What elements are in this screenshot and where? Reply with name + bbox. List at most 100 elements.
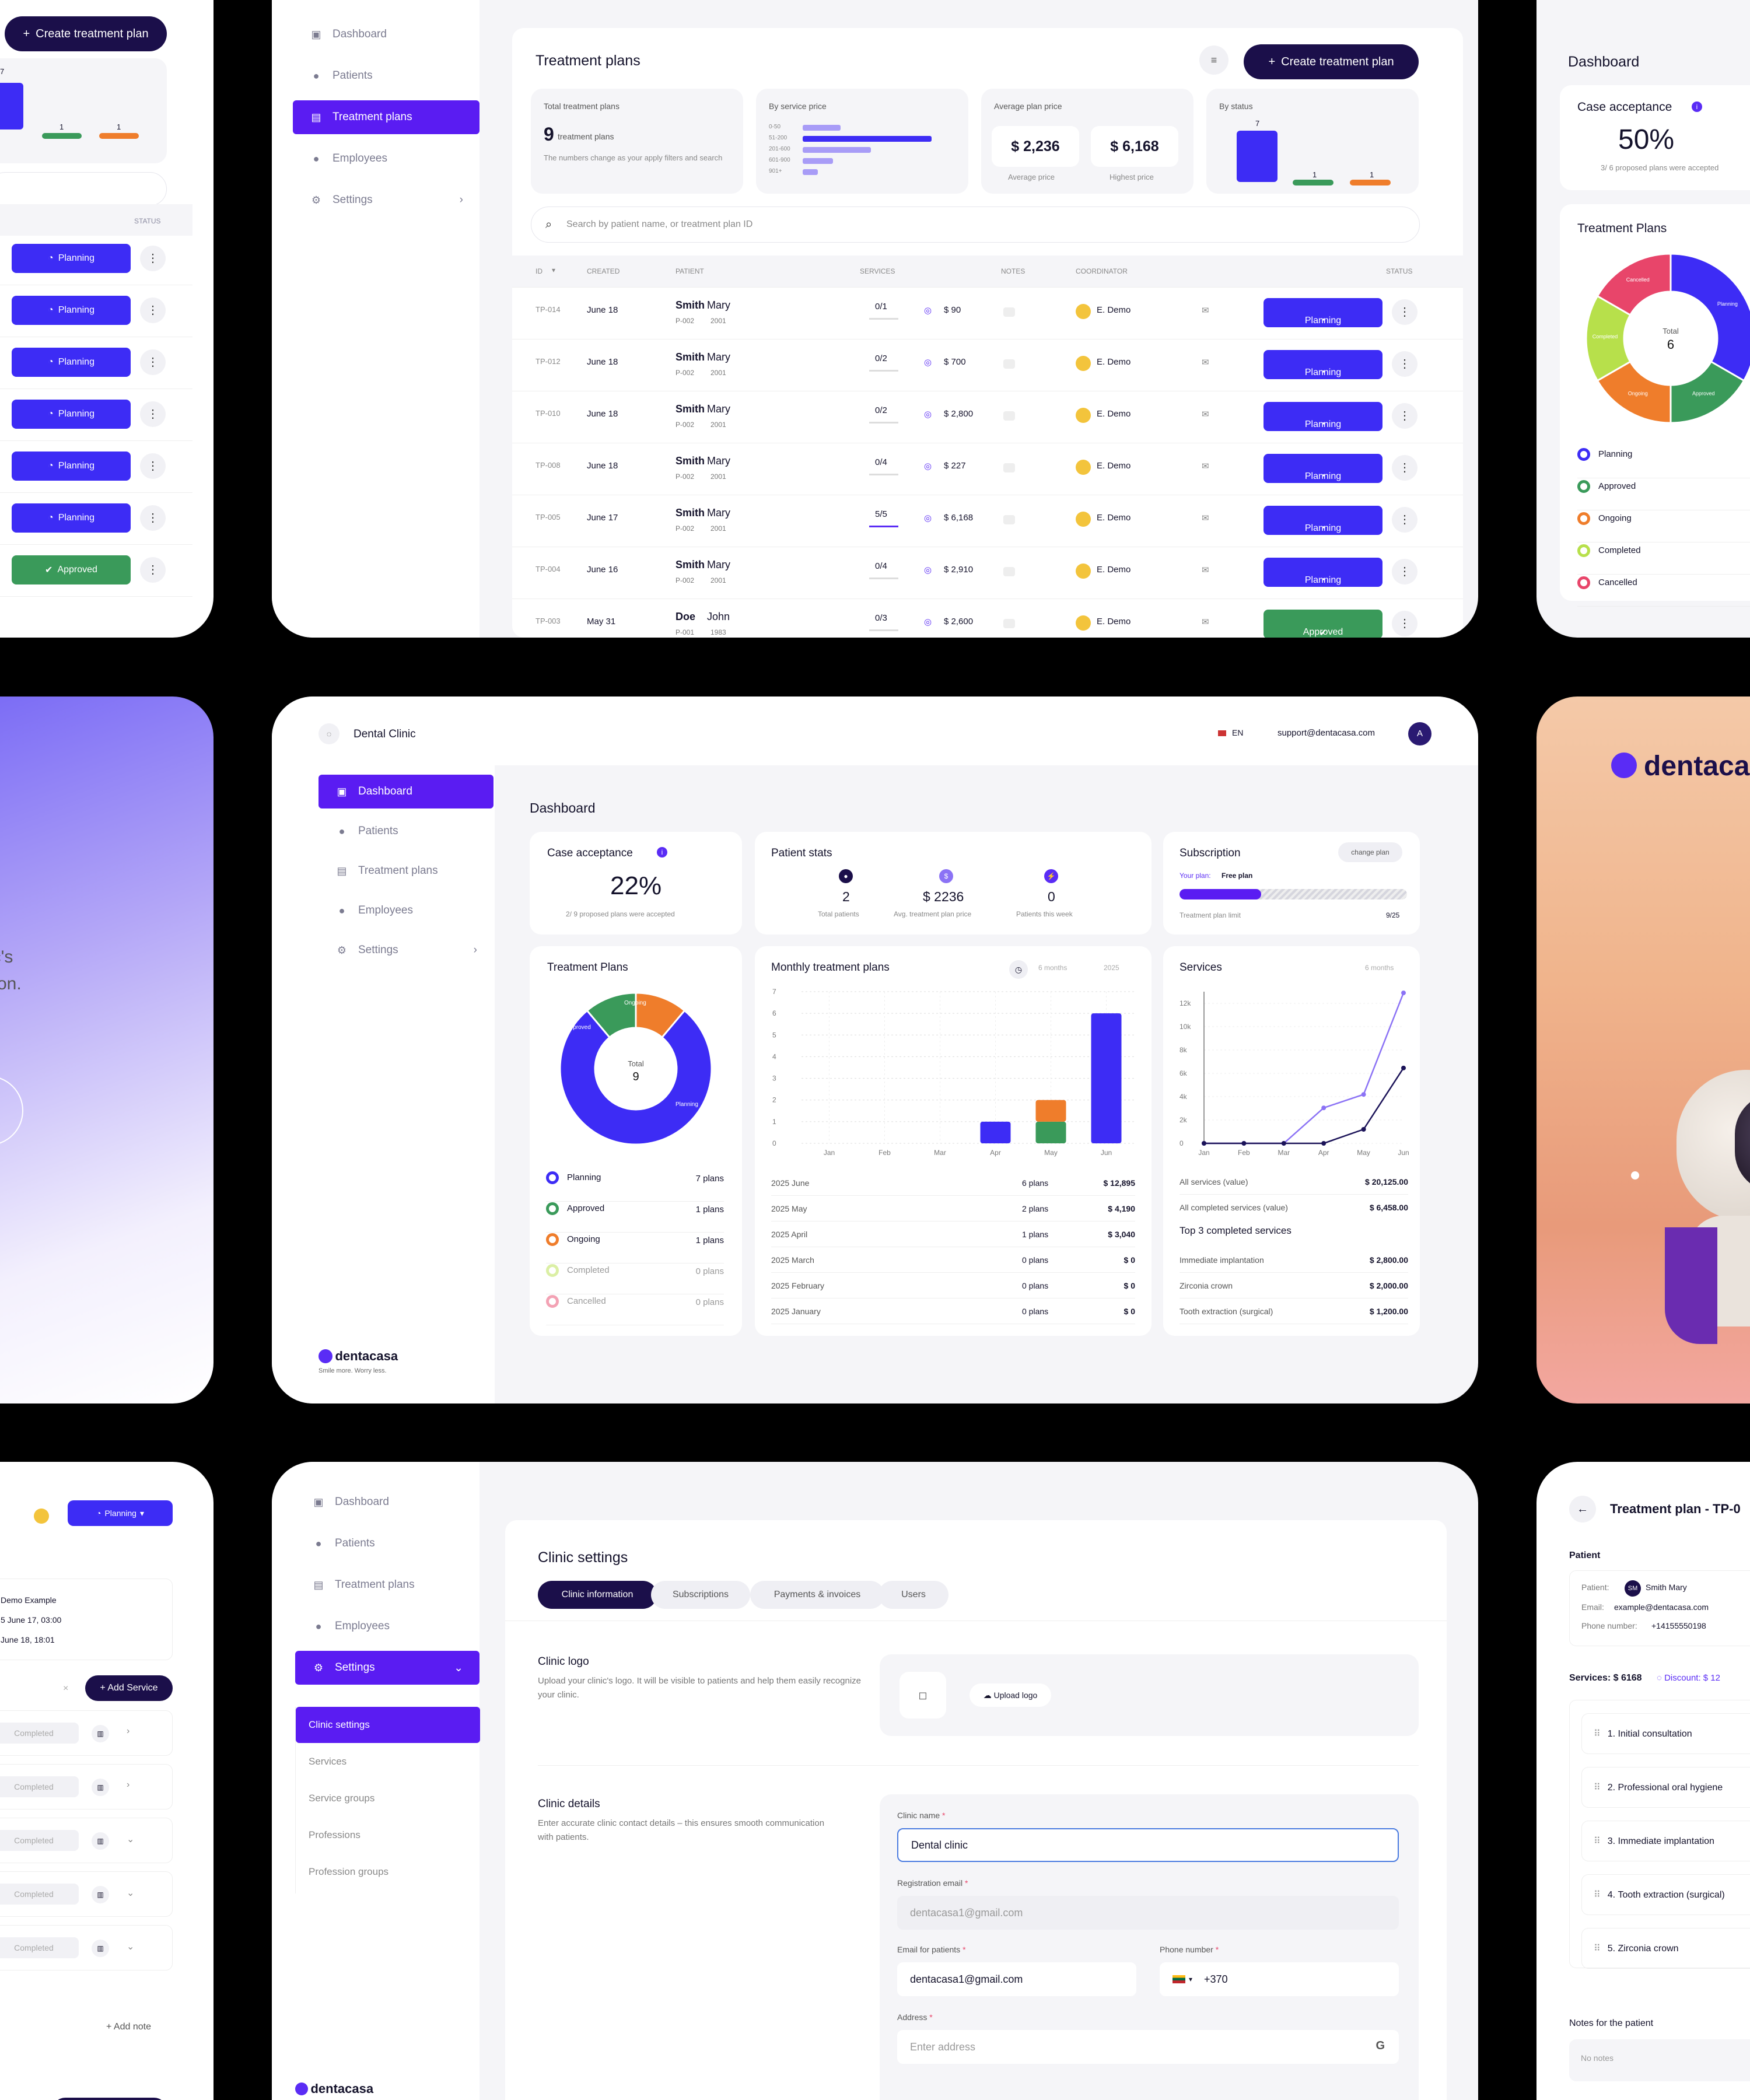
status-badge[interactable]: ◔ Planning [1264,454,1382,483]
trash-icon[interactable]: ▥ [92,1725,109,1742]
chevron-down-icon[interactable]: ▾ [552,266,556,274]
chevron-right-icon[interactable]: › [127,1780,130,1790]
drag-handle-icon[interactable]: ⠿ [1594,1944,1601,1954]
status-badge[interactable]: ◔ Planning [12,452,131,481]
table-row[interactable]: TP-003 May 31 Doe John P-001 1983 0/3 ◎ $ 2,600 E… [512,598,1463,638]
status-badge[interactable]: ✔ Approved [1264,610,1382,638]
clinic-name-input[interactable]: Dental clinic [897,1828,1399,1862]
more-options-icon[interactable]: ⋮ [140,557,166,583]
notes-icon[interactable] [1003,463,1015,473]
more-options-icon[interactable]: ⋮ [140,505,166,531]
tab-payments-invoices[interactable]: Payments & invoices [750,1581,884,1609]
sidebar-item-dashboard[interactable]: ▣ Dashboard [311,28,387,40]
sidebar-item-dashboard[interactable]: ▣ Dashboard [318,775,494,808]
phone-input[interactable]: ▾ +370 [1160,1962,1399,1996]
carousel-dot[interactable] [1631,1171,1639,1180]
drag-handle-icon[interactable]: ⠿ [1594,1729,1601,1739]
sidebar-item-treatment-plans[interactable]: ▤ Treatment plans [337,864,438,877]
notes-icon[interactable] [1003,307,1015,317]
table-row[interactable]: TP-012 June 18 Smith Mary P-002 2001 0/2 ◎ $ 700… [512,339,1463,391]
status-badge[interactable]: ✔ Approved [12,555,131,584]
close-icon[interactable]: × [63,1684,69,1693]
chevron-right-icon[interactable]: › [127,1726,130,1736]
service-row[interactable]: Completed ▥ ⌄ [0,1818,173,1863]
service-row[interactable]: Completed ▥ › [0,1710,173,1756]
status-badge[interactable]: ◔ Planning [12,400,131,429]
filter-6-months[interactable]: 6 months [1038,964,1068,972]
status-badge[interactable]: Completed [0,1830,79,1851]
status-badge[interactable]: ◔ Planning [12,348,131,377]
tab-subscriptions[interactable]: Subscriptions [651,1581,750,1609]
avatar[interactable]: A [1408,722,1432,746]
create-plan-button[interactable]: + Create treatment plan [5,16,167,51]
more-options-icon[interactable]: ⋮ [140,246,166,271]
back-arrow-icon[interactable]: ← [1569,1496,1596,1522]
chevron-down-icon[interactable]: ⌄ [127,1835,135,1845]
status-badge[interactable]: Completed [0,1776,79,1797]
tab-users[interactable]: Users [878,1581,949,1609]
status-dropdown[interactable]: ◔ Planning ▾ [68,1500,173,1526]
sidebar-item-settings[interactable]: ⚙ Settings ⌄ [295,1651,480,1685]
sidebar-item-patients[interactable]: ● Patients [318,814,494,848]
notes-icon[interactable] [1003,515,1015,524]
add-note-link[interactable]: + Add note [106,2022,151,2032]
more-options-icon[interactable]: ⋮ [1392,507,1418,533]
status-badge[interactable]: Completed [0,1723,79,1744]
chevron-down-icon[interactable]: ▾ [1189,1975,1193,1983]
sidebar-item-employees[interactable]: ● Employees [318,894,494,928]
status-badge[interactable]: Completed [0,1884,79,1905]
message-icon[interactable]: ✉ [1202,306,1209,316]
notes-icon[interactable] [1003,619,1015,628]
chevron-down-icon[interactable]: ⌄ [127,1888,135,1898]
more-options-icon[interactable]: ⋮ [1392,559,1418,584]
message-icon[interactable]: ✉ [1202,358,1209,368]
sidebar-item-settings[interactable]: ⚙ Settings › [311,194,463,206]
sidebar-item-settings[interactable]: ⚙ Settings › [337,944,477,956]
change-plan-button[interactable]: change plan [1338,842,1402,862]
message-icon[interactable]: ✉ [1202,617,1209,627]
circle-button[interactable] [0,1076,23,1146]
service-item[interactable]: ⠿ 2. Professional oral hygiene [1581,1767,1750,1808]
submenu-item-professions[interactable]: Professions [309,1829,360,1840]
more-options-icon[interactable]: ⋮ [1392,455,1418,481]
submenu-item-services[interactable]: Services [309,1756,347,1767]
service-item[interactable]: ⠿ 3. Immediate implantation [1581,1821,1750,1861]
filter-icon[interactable]: ≡ [1199,46,1228,75]
submenu-item-service-groups[interactable]: Service groups [309,1793,375,1804]
more-options-icon[interactable]: ⋮ [1392,611,1418,636]
sidebar-item-employees[interactable]: ● Employees [295,1609,480,1643]
service-item[interactable]: ⠿ 5. Zirconia crown [1581,1928,1750,1969]
drag-handle-icon[interactable]: ⠿ [1594,1890,1601,1900]
sidebar-item-patients[interactable]: ● Patients [295,1527,480,1560]
status-badge[interactable]: ◔ Planning [1264,506,1382,535]
search-input[interactable]: ⌕ Search by patient name, or treatment p… [531,206,1420,243]
submenu-item-clinic-settings[interactable]: Clinic settings [296,1707,480,1743]
service-row[interactable]: Completed ▥ ⌄ [0,1925,173,1971]
trash-icon[interactable]: ▥ [92,1940,109,1957]
upload-logo-button[interactable]: ☁ Upload logo [970,1684,1051,1707]
notification-icon[interactable] [34,1508,49,1524]
sidebar-item-treatment-plans[interactable]: ▤ Treatment plans [313,1578,415,1591]
more-options-icon[interactable]: ⋮ [1392,351,1418,377]
sidebar-item-treatment-plans[interactable]: ▤ Treatment plans [293,100,480,134]
status-badge[interactable]: ◔ Planning [1264,402,1382,431]
message-icon[interactable]: ✉ [1202,461,1209,471]
status-badge[interactable]: Completed [0,1937,79,1958]
more-options-icon[interactable]: ⋮ [1392,299,1418,325]
table-row[interactable]: TP-010 June 18 Smith Mary P-002 2001 0/2 ◎ $ 2,8… [512,391,1463,443]
sidebar-item-dashboard[interactable]: ▣ Dashboard [313,1496,389,1508]
status-badge[interactable]: ◔ Planning [1264,558,1382,587]
status-badge[interactable]: ◔ Planning [12,503,131,533]
service-item[interactable]: ⠿ 4. Tooth extraction (surgical) [1581,1874,1750,1915]
table-row[interactable]: TP-008 June 18 Smith Mary P-002 2001 0/4 ◎ $ 227… [512,443,1463,495]
table-row[interactable]: TP-014 June 18 Smith Mary P-002 2001 0/1 ◎ $ 90 E… [512,287,1463,339]
services-filter[interactable]: 6 months [1365,964,1394,972]
drag-handle-icon[interactable]: ⠿ [1594,1783,1601,1793]
status-badge[interactable]: ◔ Planning [1264,298,1382,327]
language-selector[interactable]: EN [1232,728,1244,737]
flag-icon[interactable] [1172,1975,1185,1983]
more-options-icon[interactable]: ⋮ [1392,403,1418,429]
service-row[interactable]: Completed ▥ ⌄ [0,1871,173,1917]
service-item[interactable]: ⠿ 1. Initial consultation [1581,1713,1750,1754]
search-field[interactable] [0,172,167,206]
